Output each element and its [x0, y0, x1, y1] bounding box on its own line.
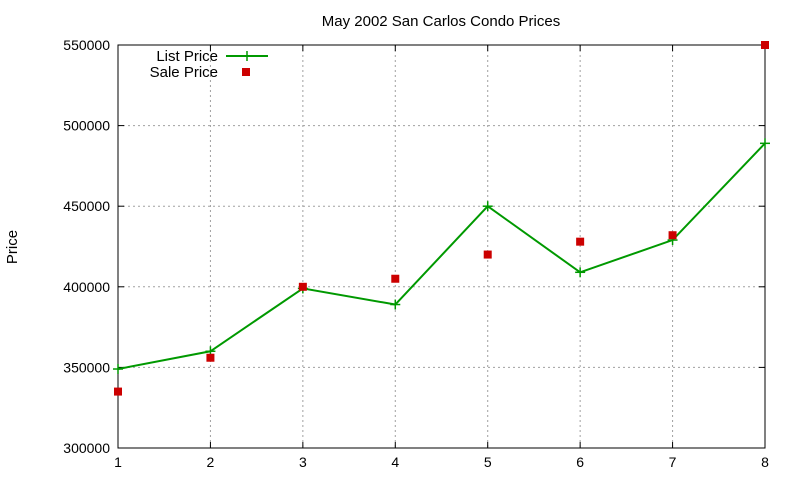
- data-point: [391, 274, 400, 283]
- data-point: [114, 387, 122, 396]
- x-tick-label: 1: [114, 454, 122, 470]
- y-axis-label: Price: [4, 230, 21, 264]
- data-point: [576, 237, 585, 246]
- data-point: [482, 201, 493, 212]
- data-point: [760, 138, 770, 149]
- y-tick-label: 550000: [63, 37, 110, 53]
- chart-title: May 2002 San Carlos Condo Prices: [322, 13, 560, 30]
- data-point: [206, 353, 215, 362]
- x-tick-label: 7: [669, 454, 677, 470]
- series-1: [113, 138, 770, 375]
- plot-frame: [117, 44, 766, 449]
- series-2: [114, 41, 769, 396]
- series-line: [117, 142, 766, 370]
- x-tick-label: 6: [576, 454, 584, 470]
- data-point: [483, 250, 492, 259]
- data-point: [298, 282, 307, 291]
- x-tick-label: 4: [391, 454, 399, 470]
- legend-label: List Price: [156, 48, 218, 65]
- data-point: [390, 299, 401, 310]
- x-tick-label: 5: [484, 454, 492, 470]
- y-tick-label: 300000: [63, 440, 110, 456]
- y-tick-label: 400000: [63, 279, 110, 295]
- legend-label: Sale Price: [150, 64, 218, 81]
- data-point: [575, 267, 586, 278]
- y-tick-label: 450000: [63, 198, 110, 214]
- ticks: 1 2 3 4 5 6 7 8 300000 350000 400000 450000 500000 55…: [63, 37, 769, 470]
- data-point: [668, 231, 677, 240]
- y-tick-label: 350000: [63, 359, 110, 375]
- legend-marker: [242, 68, 250, 76]
- y-tick-label: 500000: [63, 118, 110, 134]
- x-tick-label: 2: [207, 454, 215, 470]
- legend-marker: [242, 51, 252, 61]
- series: [113, 41, 770, 396]
- grid: [118, 45, 765, 448]
- data-point: [761, 41, 769, 49]
- data-point: [113, 364, 123, 375]
- x-tick-label: 3: [299, 454, 307, 470]
- x-tick-label: 8: [761, 454, 769, 470]
